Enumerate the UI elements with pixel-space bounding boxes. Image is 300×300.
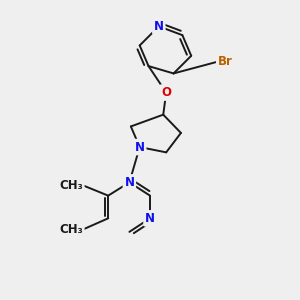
Text: N: N (154, 20, 164, 33)
Text: N: N (154, 20, 164, 33)
Text: Br: Br (218, 55, 232, 68)
Text: O: O (161, 86, 171, 99)
Text: CH₃: CH₃ (59, 179, 83, 192)
Text: CH₃: CH₃ (59, 179, 83, 192)
Text: CH₃: CH₃ (59, 223, 83, 236)
Text: N: N (124, 176, 134, 189)
Text: O: O (161, 86, 171, 99)
Text: CH₃: CH₃ (59, 223, 83, 236)
Text: N: N (135, 141, 145, 154)
Text: N: N (145, 212, 155, 225)
Text: N: N (124, 176, 134, 189)
Text: Br: Br (218, 55, 232, 68)
Text: N: N (145, 212, 155, 225)
Text: N: N (135, 141, 145, 154)
